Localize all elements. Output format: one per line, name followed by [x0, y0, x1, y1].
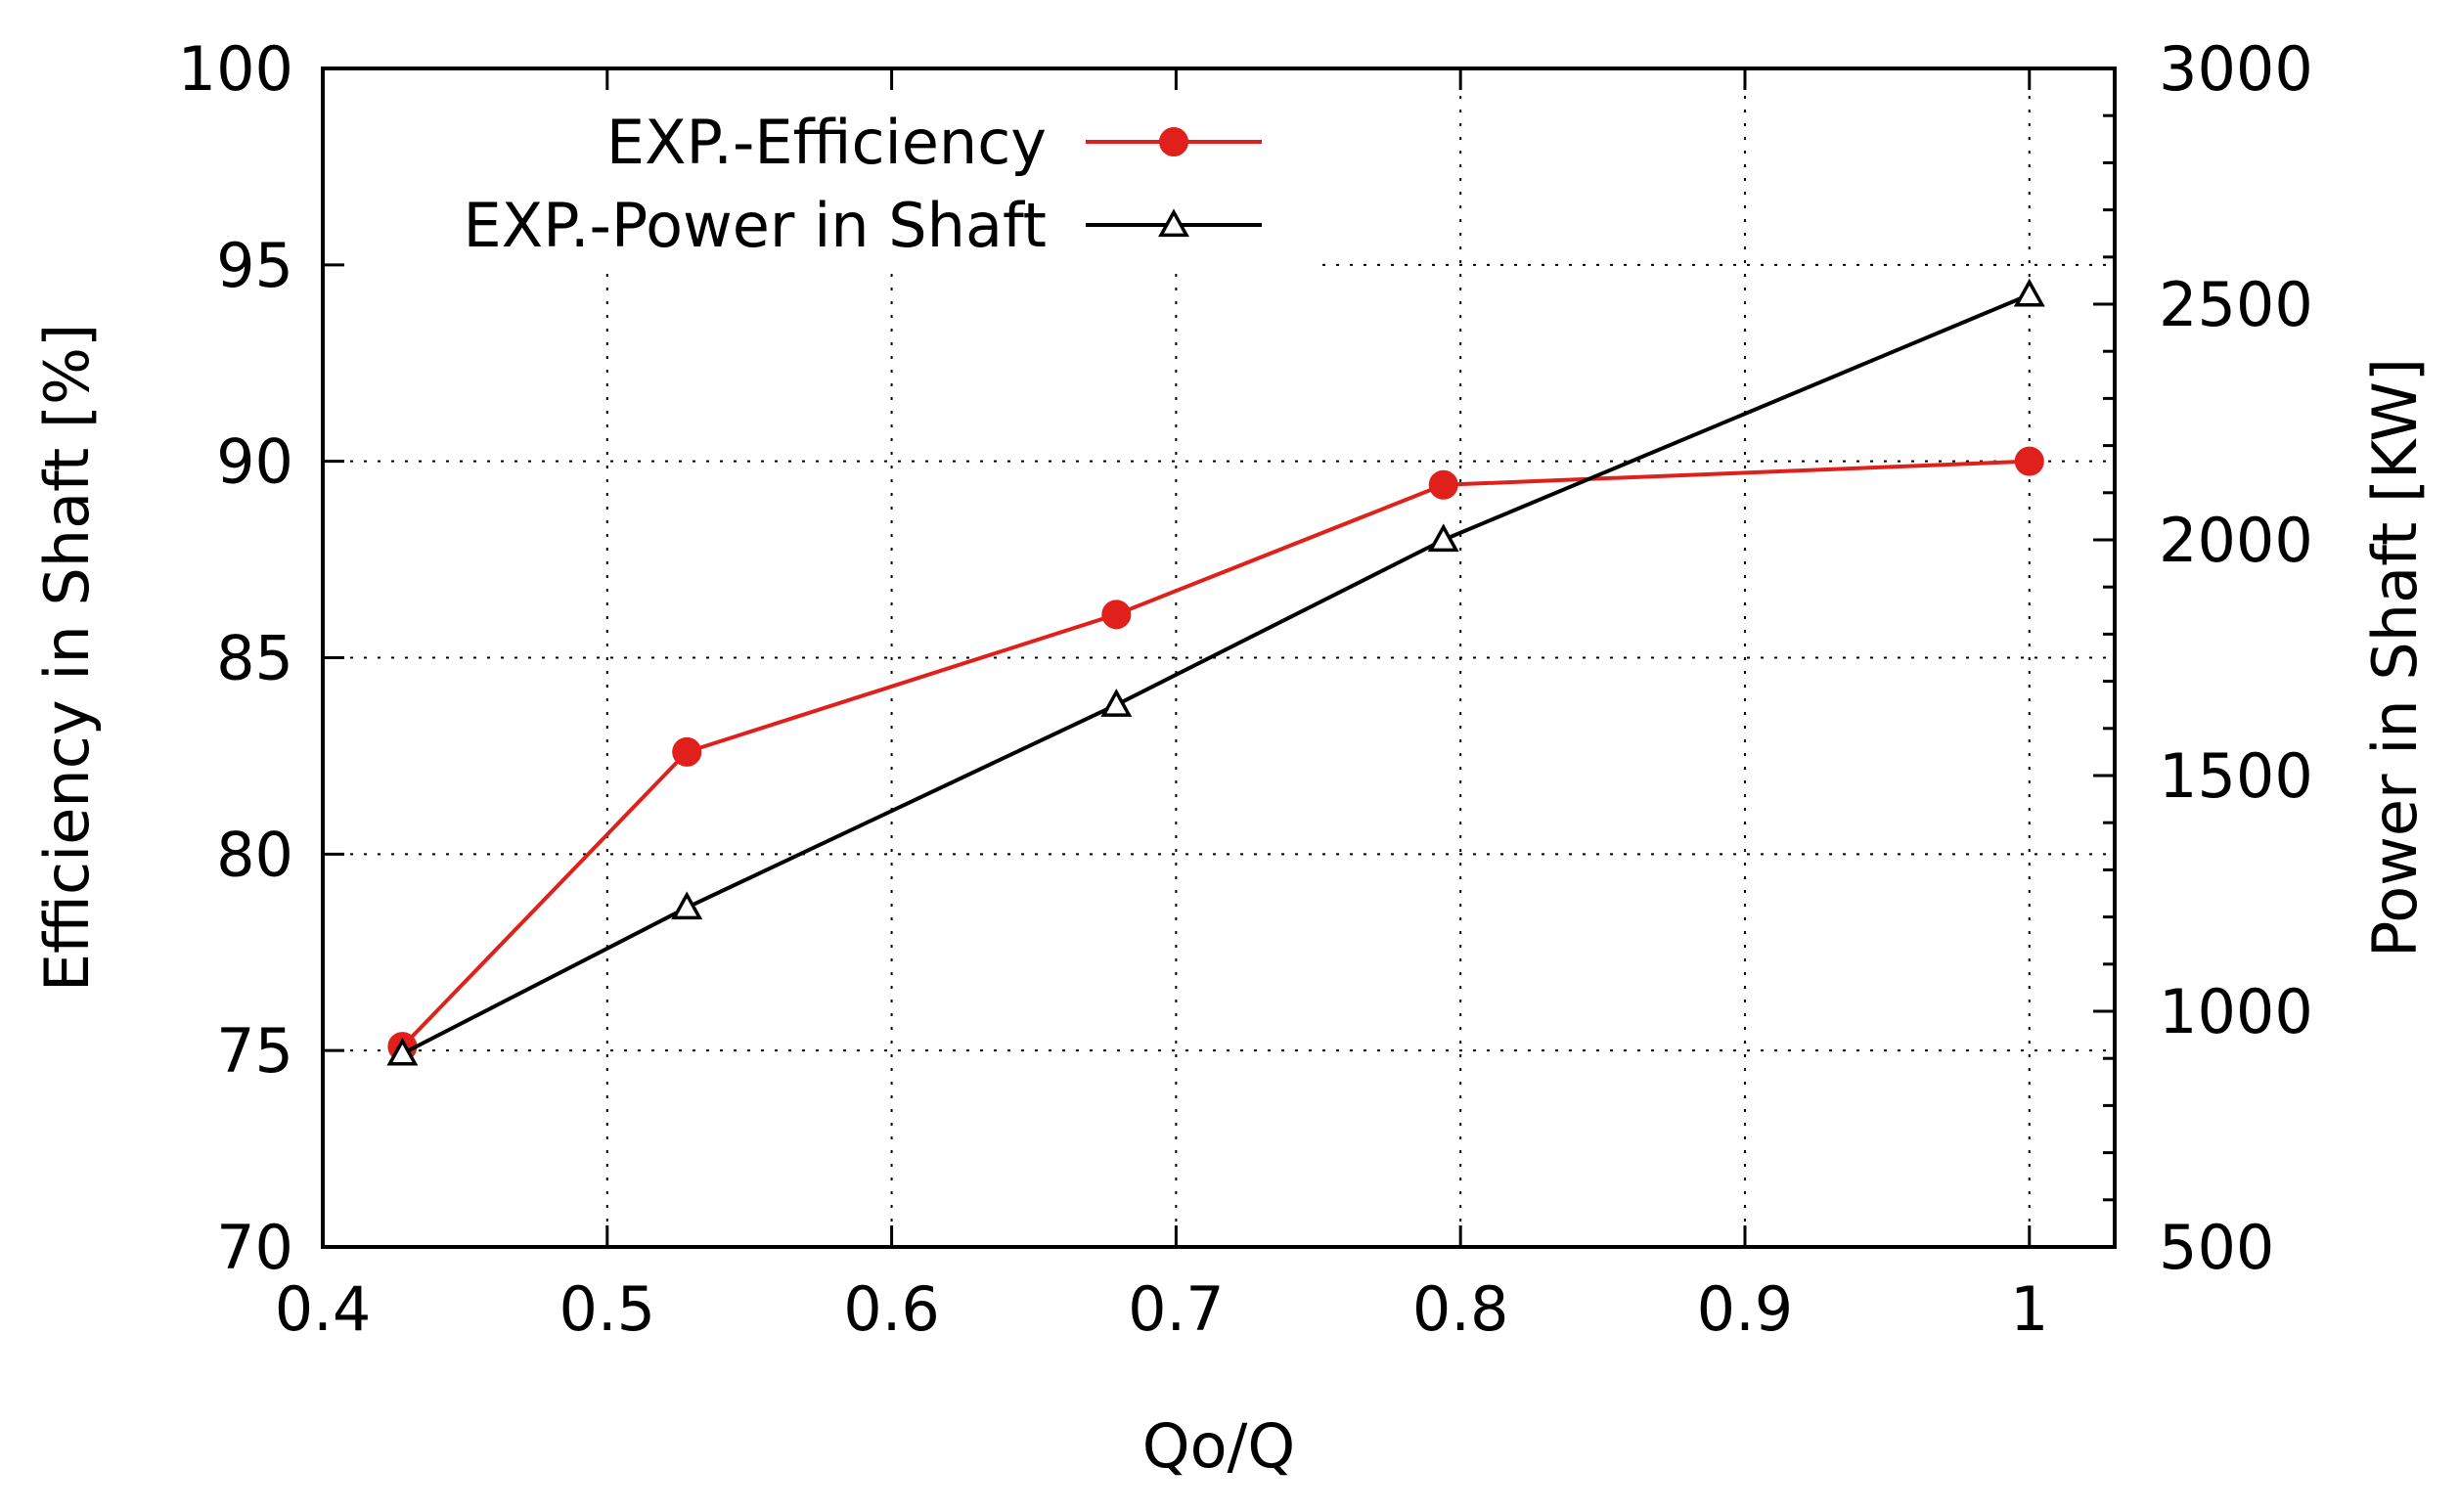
x-tick-label: 0.7	[1128, 1273, 1225, 1345]
power-point	[2013, 278, 2045, 307]
y-left-tick-label: 75	[216, 1015, 293, 1087]
y-axis-right-title: Power in Shaft [KW]	[2359, 358, 2431, 957]
power-point	[1427, 523, 1459, 553]
y-left-tick-label: 70	[216, 1212, 293, 1283]
x-tick-label: 0.5	[559, 1273, 655, 1345]
power-point	[671, 891, 703, 920]
x-axis-title: Qo/Q	[1142, 1410, 1295, 1482]
x-tick-label: 0.4	[275, 1273, 372, 1345]
x-tick-label: 0.9	[1697, 1273, 1794, 1345]
y-left-tick-label: 95	[216, 230, 293, 301]
y-right-tick-label: 2000	[2159, 505, 2313, 576]
legend-label-power: EXP.-Power in Shaft	[463, 190, 1047, 261]
legend-background-rect	[333, 78, 1320, 274]
y-left-tick-label: 80	[216, 819, 293, 890]
series-efficiency	[387, 446, 2044, 1062]
y-right-tick-label: 500	[2159, 1212, 2274, 1283]
x-tick-label: 0.8	[1412, 1273, 1509, 1345]
x-tick-label: 0.6	[843, 1273, 940, 1345]
efficiency-point	[1101, 600, 1132, 630]
power-point	[1100, 689, 1133, 717]
axis-ticks	[321, 67, 2115, 1249]
legend-background	[333, 78, 1320, 274]
series-layer	[386, 278, 2045, 1066]
efficiency-point	[672, 736, 702, 767]
power-line	[401, 292, 2031, 1056]
power-point	[386, 1037, 419, 1066]
legend-marker-power	[1158, 208, 1189, 238]
series-power	[386, 278, 2045, 1066]
efficiency-point	[1428, 469, 1458, 500]
grid-lines	[323, 68, 2115, 1247]
legend: EXP.-Efficiency EXP.-Power in Shaft	[463, 107, 1262, 261]
legend-label-efficiency: EXP.-Efficiency	[606, 107, 1047, 178]
y-right-tick-label: 1500	[2159, 740, 2313, 812]
y-left-tick-label: 85	[216, 623, 293, 694]
legend-marker-efficiency	[1159, 127, 1188, 156]
y-right-tick-label: 2500	[2159, 269, 2313, 340]
y-right-tick-label: 1000	[2159, 976, 2313, 1047]
efficiency-point	[2014, 446, 2044, 476]
y-left-tick-label: 100	[178, 33, 293, 105]
efficiency-line	[400, 459, 2030, 1048]
y-left-tick-label: 90	[216, 426, 293, 498]
x-tick-label: 1	[2010, 1273, 2048, 1345]
y-axis-left-title: Efficiency in Shaft [%]	[31, 324, 103, 992]
y-right-tick-label: 3000	[2159, 33, 2313, 105]
tick-labels: 0.4 0.5 0.6 0.7 0.8 0.9 1 70 75 80 85 90 95 100 500 100…	[178, 33, 2313, 1345]
